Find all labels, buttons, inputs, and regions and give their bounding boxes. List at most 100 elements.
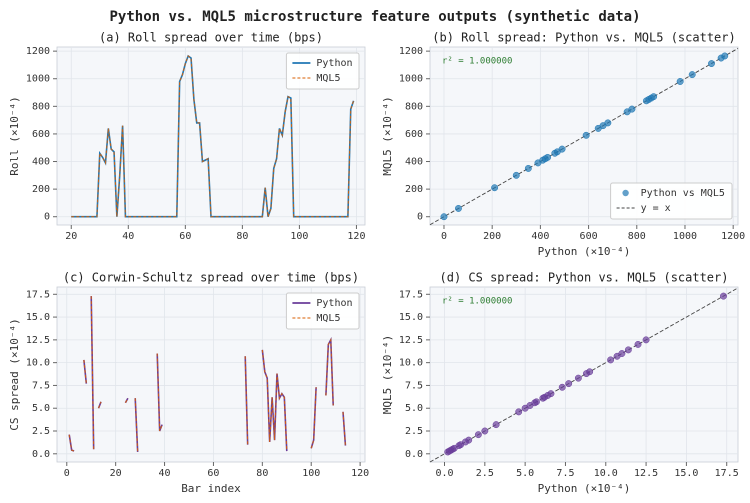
legend-label: Python <box>316 298 352 309</box>
x-tick-label: 100 <box>290 231 308 242</box>
x-axis-label: Python (×10⁻⁴) <box>538 482 631 495</box>
y-tick-label: 400 <box>32 157 50 168</box>
scatter-point <box>721 52 729 60</box>
x-tick-label: 0 <box>441 231 447 242</box>
x-tick-label: 60 <box>179 231 191 242</box>
x-tick-label: 20 <box>65 231 77 242</box>
x-tick-label: 80 <box>236 231 248 242</box>
x-tick-label: 15.0 <box>674 468 698 479</box>
scatter-point <box>515 408 523 416</box>
scatter-point <box>454 204 462 212</box>
y-axis-label: Roll (×10⁻⁴) <box>8 96 21 175</box>
series-line <box>71 55 355 218</box>
y-tick-label: 17.5 <box>399 289 423 300</box>
scatter-point <box>440 213 448 221</box>
panel-title: (c) Corwin-Schultz spread over time (bps… <box>63 271 359 285</box>
y-tick-label: 12.5 <box>399 335 423 346</box>
scatter-point <box>582 131 590 139</box>
x-tick-label: 40 <box>122 231 134 242</box>
scatter-point <box>604 119 612 127</box>
x-tick-label: 40 <box>159 468 171 479</box>
series-line <box>68 296 346 452</box>
x-tick-label: 1000 <box>673 231 697 242</box>
scatter-point <box>512 171 520 179</box>
scatter-point <box>558 145 566 153</box>
scatter-point <box>676 78 684 85</box>
scatter-point <box>634 340 642 348</box>
scatter-point <box>650 93 658 101</box>
x-tick-label: 0 <box>64 468 70 479</box>
panel-title: (d) CS spread: Python vs. MQL5 (scatter) <box>440 271 729 285</box>
y-tick-label: 600 <box>32 129 50 140</box>
legend-label: Python <box>316 58 352 69</box>
x-tick-label: 12.5 <box>634 468 658 479</box>
scatter-point <box>481 427 489 435</box>
y-tick-label: 15.0 <box>399 312 423 323</box>
x-tick-label: 600 <box>580 231 598 242</box>
x-tick-label: 60 <box>207 468 219 479</box>
scatter-point <box>565 380 573 388</box>
y-tick-label: 5.0 <box>32 403 50 414</box>
y-axis-label: MQL5 (×10⁻⁴) <box>381 96 394 175</box>
scatter-point <box>465 436 473 444</box>
x-axis-label: Python (×10⁻⁴) <box>538 245 631 258</box>
y-tick-label: 200 <box>405 184 423 195</box>
y-tick-label: 800 <box>32 101 50 112</box>
y-tick-label: 800 <box>405 101 423 112</box>
panel-title: (a) Roll spread over time (bps) <box>99 31 323 45</box>
x-tick-label: 120 <box>347 231 365 242</box>
y-tick-label: 1200 <box>399 46 423 57</box>
scatter-point <box>524 164 532 172</box>
x-tick-label: 80 <box>256 468 268 479</box>
legend-box <box>285 52 360 90</box>
y-tick-label: 0 <box>417 212 423 223</box>
scatter-point <box>624 346 632 354</box>
legend-swatch <box>622 189 629 197</box>
y-tick-label: 1200 <box>26 46 50 57</box>
panel: (c) Corwin-Schultz spread over time (bps… <box>8 271 369 496</box>
x-tick-label: 5.0 <box>516 468 534 479</box>
scatter-point <box>544 153 552 161</box>
scatter-point <box>526 402 534 409</box>
scatter-point <box>582 370 590 378</box>
y-tick-label: 600 <box>405 129 423 140</box>
y-tick-label: 10.0 <box>399 358 423 369</box>
y-tick-label: 2.5 <box>405 426 423 437</box>
x-tick-label: 800 <box>628 231 646 242</box>
annotation: r² = 1.000000 <box>442 57 512 67</box>
y-tick-label: 1000 <box>26 74 50 85</box>
scatter-point <box>613 352 621 360</box>
y-tick-label: 15.0 <box>26 312 50 323</box>
legend-label: Python vs MQL5 <box>641 188 725 199</box>
scatter-point <box>642 336 650 344</box>
y-tick-label: 0.0 <box>32 449 50 460</box>
x-tick-label: 200 <box>483 231 501 242</box>
scatter-point <box>444 448 452 456</box>
scatter-point <box>574 374 582 382</box>
annotation: r² = 1.000000 <box>442 297 512 307</box>
y-tick-label: 400 <box>405 157 423 168</box>
x-tick-label: 100 <box>302 468 320 479</box>
legend-label: MQL5 <box>316 73 340 84</box>
x-tick-label: 120 <box>351 468 369 479</box>
scatter-point <box>558 383 566 391</box>
legend-label: y = x <box>641 203 671 214</box>
scatter-point <box>491 184 499 192</box>
y-tick-label: 0.0 <box>405 449 423 460</box>
x-tick-label: 400 <box>531 231 549 242</box>
legend-label: MQL5 <box>316 313 340 324</box>
y-tick-label: 10.0 <box>26 358 50 369</box>
x-tick-label: 2.5 <box>476 468 494 479</box>
y-tick-label: 200 <box>32 184 50 195</box>
scatter-point <box>628 105 636 113</box>
x-tick-label: 1200 <box>721 231 745 242</box>
scatter-point <box>474 431 482 439</box>
scatter-point <box>544 392 552 399</box>
x-axis-label: Bar index <box>181 482 241 495</box>
x-tick-label: 20 <box>110 468 122 479</box>
panel: (a) Roll spread over time (bps) 20 40 60 80 1… <box>8 31 365 243</box>
x-tick-label: 17.5 <box>715 468 739 479</box>
legend-box <box>285 292 360 330</box>
y-axis-label: CS spread (×10⁻⁴) <box>8 318 21 431</box>
